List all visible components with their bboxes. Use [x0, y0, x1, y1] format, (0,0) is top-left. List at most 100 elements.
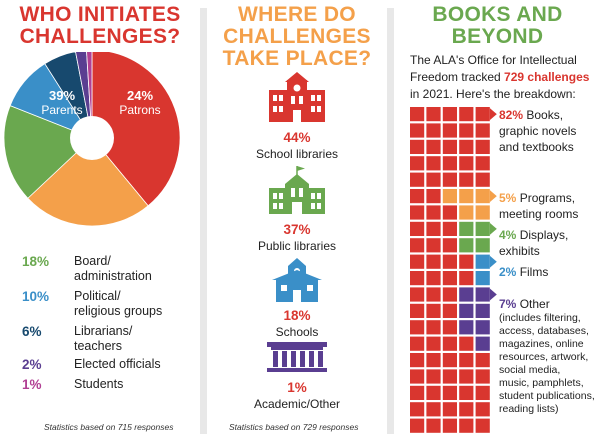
grid-square — [459, 172, 474, 187]
category-pointer — [489, 255, 497, 268]
grid-square — [475, 303, 490, 318]
intro-text: The ALA's Office for Intellectual — [410, 53, 577, 67]
heading-line: WHERE DO — [238, 3, 356, 26]
grid-square — [459, 418, 474, 433]
grid-square — [475, 418, 490, 433]
grid-square — [426, 156, 441, 171]
grid-square — [410, 320, 425, 335]
grid-square — [426, 271, 441, 286]
school-building-icon — [267, 72, 327, 129]
grid-square — [426, 369, 441, 384]
breakdown-text: (includes filtering, — [499, 312, 581, 324]
legend-label: Elected officials — [74, 357, 161, 371]
grid-square — [459, 385, 474, 400]
grid-square — [475, 402, 490, 417]
grid-square — [442, 320, 457, 335]
pie-slice-students — [86, 52, 93, 139]
intro-text: in 2021. Here's the breakdown: — [410, 87, 576, 101]
pie-slice-percent-label: 24% — [127, 88, 153, 103]
breakdown-item: 2% Films — [499, 264, 599, 280]
breakdown-text: exhibits — [499, 244, 540, 258]
grid-square — [410, 402, 425, 417]
grid-square — [442, 369, 457, 384]
venue-percent: 18% — [283, 308, 311, 323]
grid-square — [475, 254, 490, 269]
grid-square — [410, 303, 425, 318]
pie-center-hole — [70, 116, 114, 160]
grid-square — [459, 303, 474, 318]
grid-square — [426, 320, 441, 335]
breakdown-percent: 5% — [499, 191, 520, 205]
breakdown-percent: 4% — [499, 228, 520, 242]
grid-square — [459, 320, 474, 335]
grid-square — [426, 139, 441, 154]
heading-line: BOOKS AND — [432, 3, 563, 26]
heading-line: CHALLENGES? — [19, 25, 181, 48]
venue-academic-other: 1% Academic/Other — [207, 380, 387, 411]
grid-square — [410, 221, 425, 236]
heading-line: TAKE PLACE? — [222, 47, 372, 70]
pie-slice-name-label: Parents — [41, 103, 82, 117]
grid-square — [410, 418, 425, 433]
grid-square — [475, 336, 490, 351]
grid-square — [410, 287, 425, 302]
breakdown-item: 7% Other (includes filtering, access, data… — [499, 298, 599, 416]
venue-label: School libraries — [255, 147, 339, 161]
columned-building-icon — [267, 342, 327, 377]
grid-square — [426, 418, 441, 433]
intro-text: Freedom tracked — [410, 70, 505, 84]
grid-square — [426, 254, 441, 269]
grid-square — [426, 303, 441, 318]
grid-square — [442, 336, 457, 351]
challenge-count: 729 challenges — [504, 70, 590, 84]
grid-square — [442, 107, 457, 122]
venue-schools: 18% Schools — [207, 308, 387, 339]
grid-square — [426, 205, 441, 220]
legend-label: Students — [74, 377, 124, 391]
grid-square — [459, 123, 474, 138]
breakdown-text: music, pamphlets, — [499, 377, 584, 389]
pie-slice-parents — [91, 52, 181, 207]
grid-square — [442, 402, 457, 417]
grid-square — [426, 402, 441, 417]
breakdown-text: reading lists) — [499, 403, 559, 415]
grid-square — [475, 156, 490, 171]
grid-square — [426, 238, 441, 253]
breakdown-percent: 2% — [499, 265, 520, 279]
grid-square — [442, 353, 457, 368]
legend-label: Board/administration — [74, 254, 152, 283]
venue-percent: 1% — [287, 380, 307, 395]
breakdown-text: Displays, — [519, 228, 569, 242]
grid-square — [459, 336, 474, 351]
category-pointer — [489, 222, 497, 235]
venue-percent: 37% — [283, 222, 311, 237]
breakdown-text: meeting rooms — [499, 207, 579, 221]
breakdown-text: social media, — [499, 364, 561, 376]
venue-public-libraries: 37% Public libraries — [207, 222, 387, 253]
grid-square — [475, 139, 490, 154]
grid-square — [410, 189, 425, 204]
materials-column: BOOKS AND BEYOND The ALA's Office for In… — [395, 0, 600, 442]
legend-percent: 1% — [22, 377, 42, 392]
heading-line: CHALLENGES — [223, 25, 371, 48]
grid-square — [442, 287, 457, 302]
legend-percent: 6% — [22, 324, 42, 339]
column-divider — [200, 8, 207, 434]
schoolhouse-icon — [272, 256, 322, 309]
materials-heading: BOOKS AND BEYOND — [395, 4, 600, 48]
grid-square — [426, 385, 441, 400]
grid-square — [442, 172, 457, 187]
grid-square — [410, 336, 425, 351]
library-building-icon — [267, 166, 327, 221]
grid-square — [475, 369, 490, 384]
pie-slice-librarians-teachers — [44, 52, 93, 139]
grid-square — [442, 303, 457, 318]
grid-square — [410, 156, 425, 171]
grid-square — [410, 139, 425, 154]
locations-heading: WHERE DO CHALLENGES TAKE PLACE? — [207, 4, 387, 70]
pie-slice-board-administration — [3, 105, 93, 199]
breakdown-percent: 7% — [499, 297, 520, 311]
grid-square — [459, 353, 474, 368]
legend-percent: 2% — [22, 357, 42, 372]
